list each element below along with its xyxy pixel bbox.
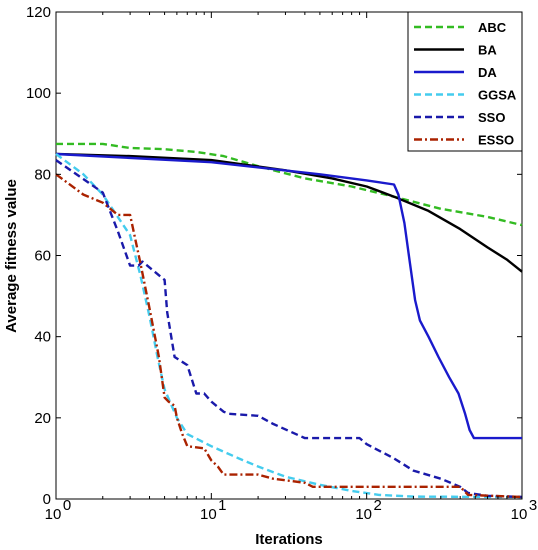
x-tick-exponent: 0: [63, 497, 71, 514]
series-line-sso: [55, 159, 523, 499]
x-axis-label: Iterations: [255, 531, 323, 548]
x-tick-exponent: 2: [373, 497, 381, 514]
legend: ABC BA DA GGSA SSO ESSO: [407, 11, 523, 152]
legend-label-abc: ABC: [478, 20, 507, 35]
series-line-ba: [55, 152, 523, 273]
legend-label-esso: ESSO: [478, 133, 514, 148]
x-tick-label: 10: [355, 506, 372, 523]
y-tick-label: 80: [34, 166, 51, 183]
legend-label-ba: BA: [478, 43, 497, 58]
x-tick-exponent: 1: [218, 497, 226, 514]
series-line-ggsa: [55, 153, 523, 499]
y-tick-label: 60: [34, 248, 51, 265]
y-tick-label: 120: [26, 4, 51, 21]
y-tick-label: 0: [43, 491, 51, 508]
x-tick-label: 10: [511, 506, 528, 523]
legend-label-ggsa: GGSA: [478, 88, 517, 103]
legend-label-sso: SSO: [478, 110, 505, 125]
legend-box: [407, 11, 523, 152]
series-line-esso: [55, 173, 523, 499]
legend-label-da: DA: [478, 65, 497, 80]
y-tick-label: 100: [26, 85, 51, 102]
y-axis-label: Average fitness value: [3, 179, 20, 333]
x-tick-label: 10: [45, 506, 62, 523]
x-tick-exponent: 3: [529, 497, 537, 514]
series-layer: [55, 142, 523, 499]
y-tick-label: 20: [34, 410, 51, 427]
series-line-da: [55, 152, 522, 440]
y-tick-label: 40: [34, 329, 51, 346]
x-tick-label: 10: [200, 506, 217, 523]
